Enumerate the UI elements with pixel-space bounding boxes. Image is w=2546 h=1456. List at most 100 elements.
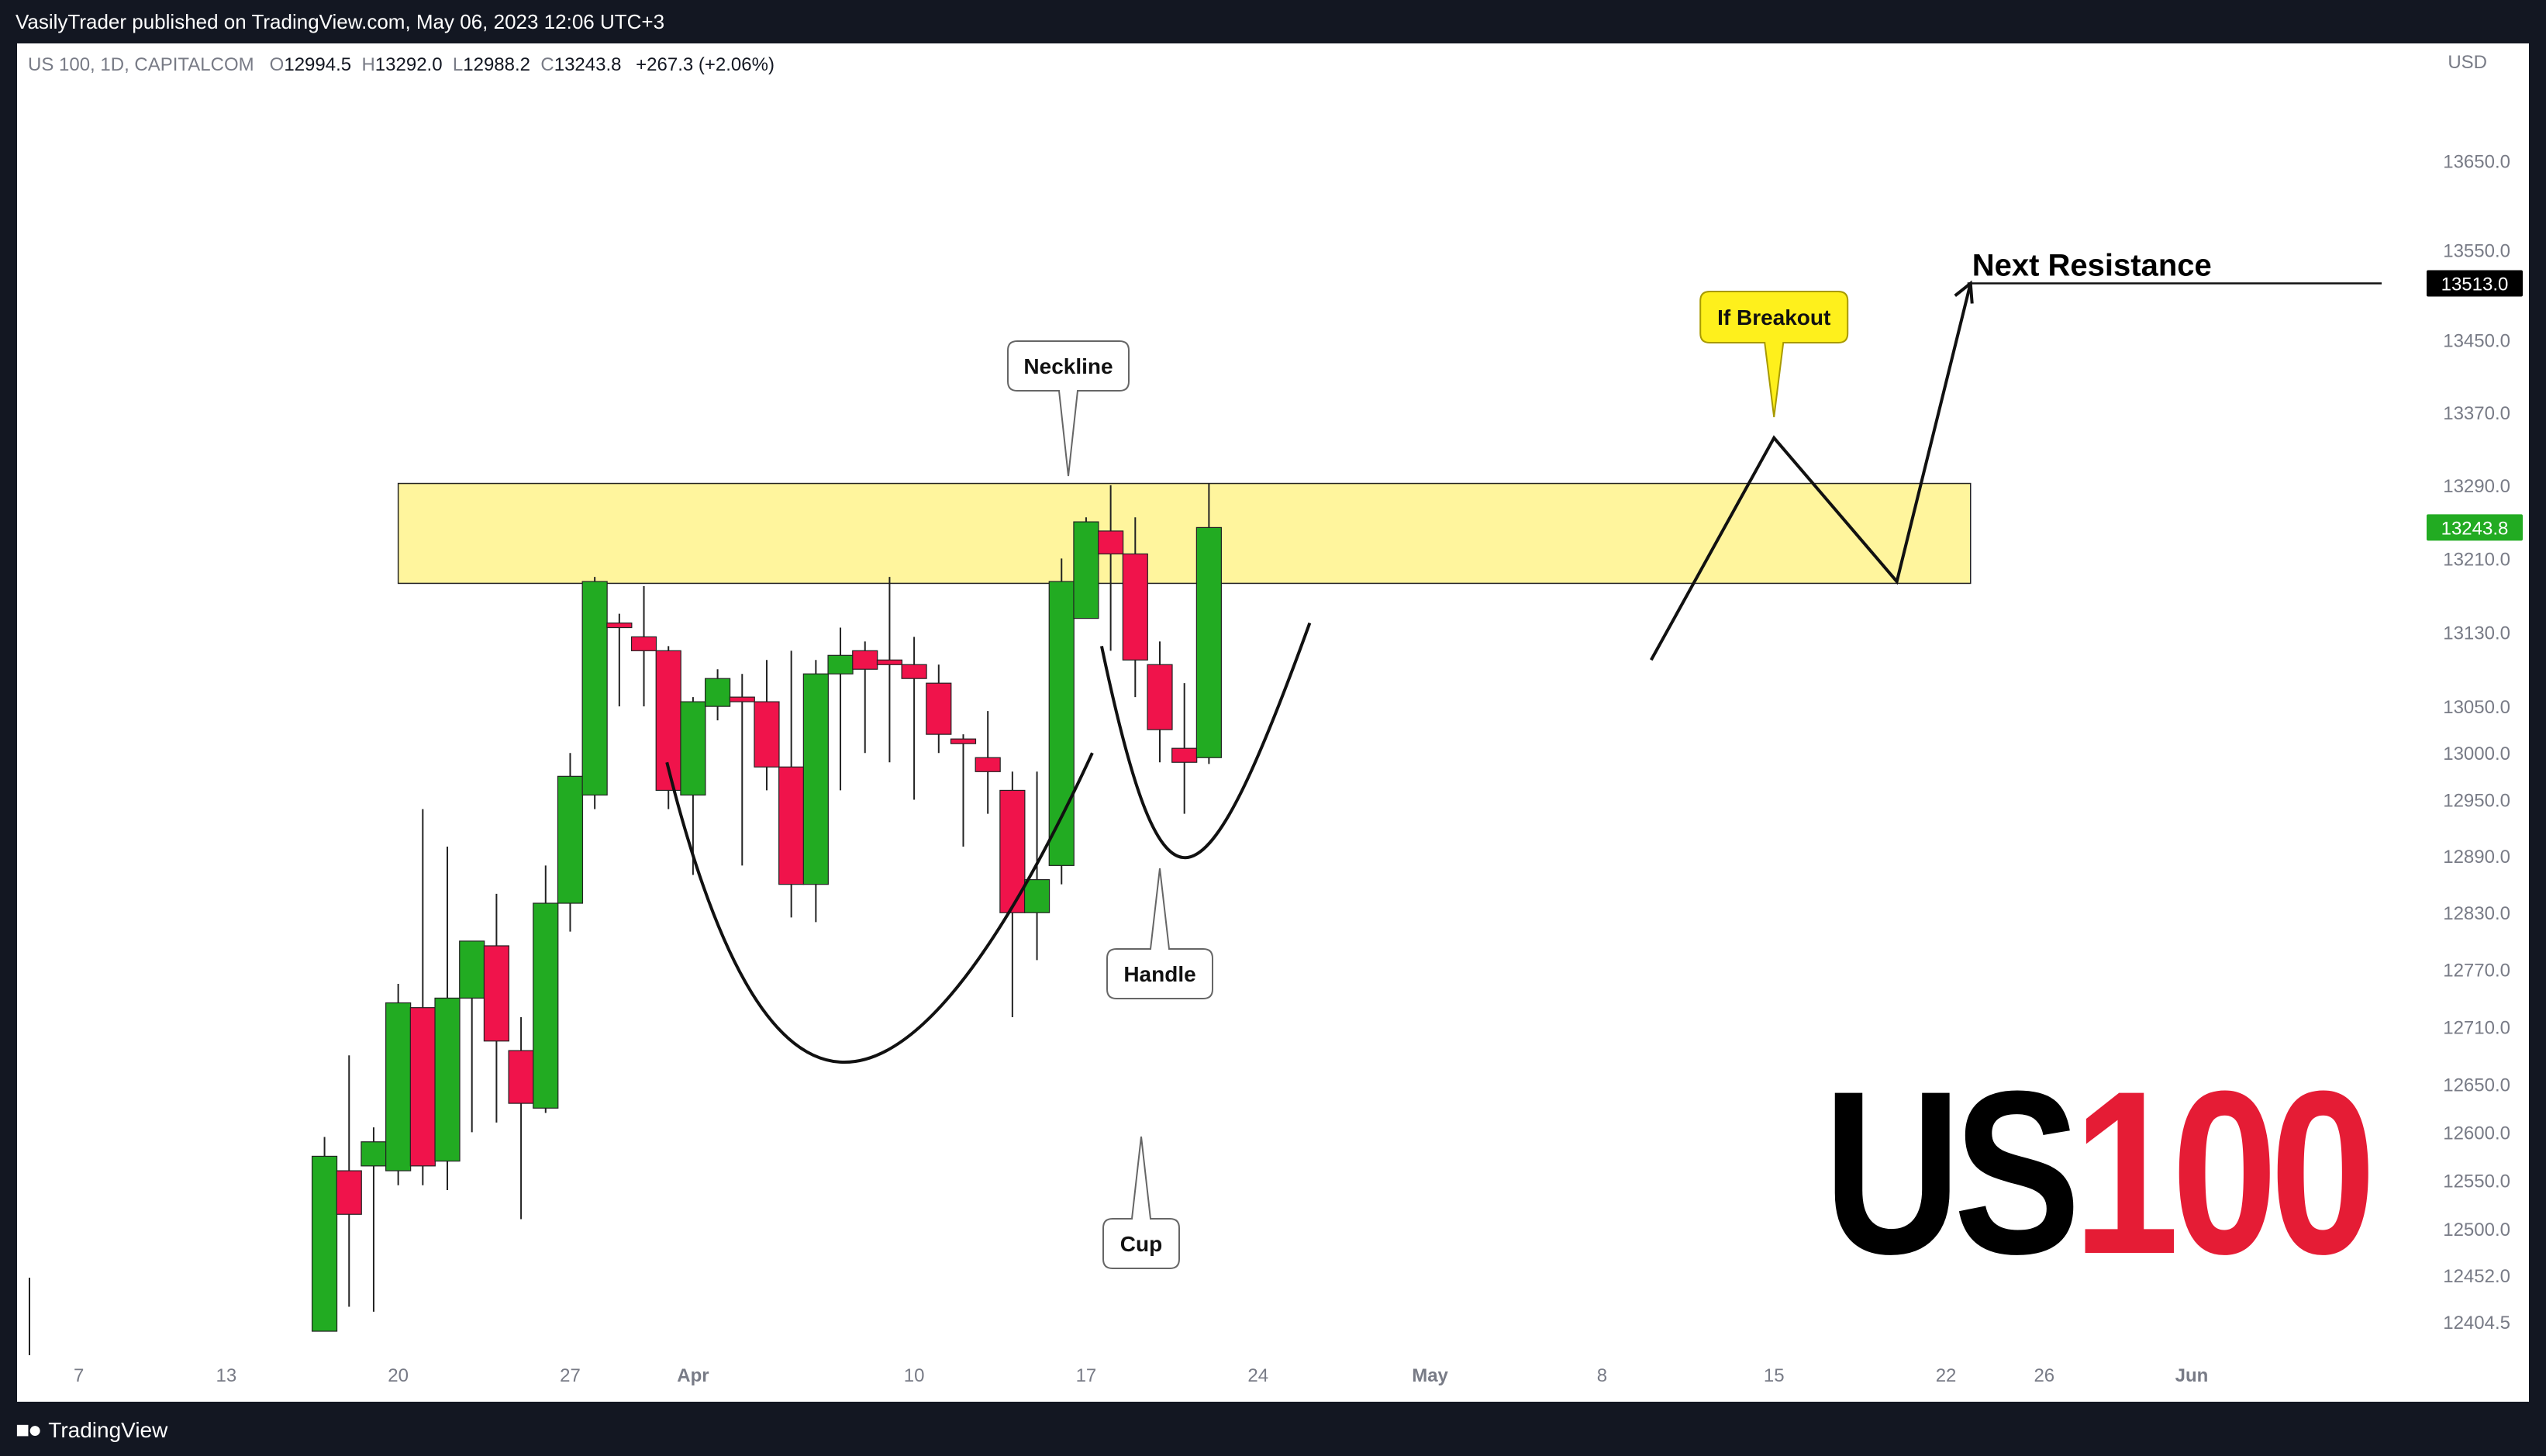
next-resistance-label: Next Resistance [1972, 248, 2212, 282]
callout-text: Handle [1123, 962, 1195, 986]
y-tick-label: 13210.0 [2443, 549, 2510, 570]
candle[interactable] [459, 940, 485, 1133]
candle[interactable] [483, 893, 510, 1123]
callout-bubble [1102, 1136, 1180, 1269]
y-tick-label: 12710.0 [2443, 1017, 2510, 1038]
legend-low-label: L [452, 54, 464, 75]
candle-body-down [630, 636, 657, 651]
candle[interactable] [950, 734, 977, 847]
candle[interactable] [409, 809, 436, 1185]
candle[interactable] [581, 577, 608, 809]
candle[interactable] [606, 613, 633, 707]
candle[interactable] [508, 1016, 534, 1220]
candle-body-up [311, 1155, 338, 1332]
callout-bubble [1699, 291, 1849, 418]
x-tick-label: Jun [2175, 1365, 2209, 1386]
candle-body-down [336, 1170, 362, 1215]
callout-text: Cup [1120, 1232, 1162, 1256]
candle-body-up [1195, 526, 1222, 758]
candle-body-down [409, 1007, 436, 1167]
candle-body-down [1171, 747, 1198, 763]
chart-area[interactable]: Next Resistance US100 Neckline Cup Handle If… [17, 43, 2529, 1402]
candle[interactable] [533, 865, 559, 1113]
legend-symbol: US 100, 1D, CAPITALCOM [28, 54, 254, 75]
x-tick-label: 17 [1076, 1365, 1097, 1386]
candle-body-down [1147, 664, 1173, 730]
candle[interactable] [336, 1055, 362, 1307]
handle-curve[interactable] [1099, 622, 1312, 859]
x-tick-label: 13 [216, 1365, 236, 1386]
candle[interactable] [361, 1127, 387, 1312]
legend-high: 13292.0 [374, 54, 443, 75]
resistance-price-tag: 13513.0 [2427, 270, 2523, 297]
us100-logo-100: 100 [2073, 1044, 2368, 1303]
candle[interactable] [655, 646, 681, 809]
candle[interactable] [754, 660, 780, 791]
candle-body-up [1023, 878, 1050, 913]
candle-body-up [581, 581, 608, 796]
candle[interactable] [802, 660, 829, 923]
ohlc-legend: US 100, 1D, CAPITALCOM O12994.5 H13292.0… [28, 54, 774, 76]
cup-callout[interactable]: Cup [1102, 1136, 1180, 1269]
y-tick-label: 13290.0 [2443, 476, 2510, 497]
candle-body-down [778, 766, 805, 885]
candle-body-up [704, 678, 731, 707]
candle[interactable] [852, 641, 878, 754]
x-tick-label: May [1412, 1365, 1448, 1386]
x-tick-label: 10 [904, 1365, 925, 1386]
publisher-text: VasilyTrader published on TradingView.co… [16, 10, 665, 33]
candle-body-up [385, 1002, 412, 1171]
candle-body-down [876, 659, 903, 665]
y-tick-label: 12600.0 [2443, 1123, 2510, 1144]
candle-body-up [1048, 581, 1075, 866]
x-tick-label: 8 [1597, 1365, 1607, 1386]
candle[interactable] [1171, 683, 1198, 814]
candle-body-up [361, 1141, 387, 1167]
candle[interactable] [680, 697, 706, 875]
candle[interactable] [704, 669, 731, 721]
candle-body-up [827, 654, 854, 675]
candle[interactable] [778, 650, 805, 918]
candle[interactable] [926, 664, 952, 754]
candle-body-down [975, 757, 1001, 772]
candle[interactable] [434, 847, 461, 1191]
candle[interactable] [975, 711, 1001, 814]
tradingview-brand[interactable]: ■● TradingView [16, 1417, 167, 1444]
y-tick-label: 12650.0 [2443, 1075, 2510, 1095]
breakout-projection-line[interactable] [1650, 283, 1972, 661]
x-tick-label: 27 [560, 1365, 581, 1386]
candle[interactable] [557, 753, 584, 932]
if-breakout-callout[interactable]: If Breakout [1699, 291, 1849, 418]
candle[interactable] [827, 627, 854, 791]
y-tick-label: 12500.0 [2443, 1220, 2510, 1240]
candle[interactable] [876, 577, 903, 763]
x-tick-label: Apr [677, 1365, 709, 1386]
callout-bubble [1007, 340, 1130, 477]
candle[interactable] [1122, 517, 1148, 698]
candle[interactable] [1073, 517, 1099, 619]
cup-curve[interactable] [665, 752, 1094, 1064]
legend-change: +267.3 (+2.06%) [636, 54, 774, 75]
candle[interactable] [1147, 641, 1173, 763]
candle-body-down [754, 701, 780, 768]
candle[interactable] [729, 674, 755, 866]
legend-low: 12988.2 [463, 54, 531, 75]
candle[interactable] [901, 637, 927, 800]
us100-logo: US100 [1823, 1044, 2368, 1303]
y-tick-label: 13050.0 [2443, 697, 2510, 718]
candle[interactable] [630, 585, 657, 707]
y-tick-label: 13650.0 [2443, 152, 2510, 173]
y-tick-label: 12950.0 [2443, 791, 2510, 812]
callout-bubble [1106, 868, 1213, 999]
neckline-callout[interactable]: Neckline [1007, 340, 1130, 477]
candle[interactable] [1098, 485, 1124, 651]
neckline-zone[interactable] [397, 482, 1972, 585]
x-tick-label: 20 [388, 1365, 409, 1386]
candlestick-chart[interactable]: Next Resistance US100 Neckline Cup Handle If… [17, 43, 2529, 1402]
y-tick-label: 12890.0 [2443, 847, 2510, 868]
handle-callout[interactable]: Handle [1106, 868, 1213, 999]
price-tag-text: 13243.8 [2441, 518, 2509, 539]
candle[interactable] [385, 983, 412, 1185]
candle[interactable] [311, 1137, 338, 1332]
candle[interactable] [1195, 483, 1222, 764]
